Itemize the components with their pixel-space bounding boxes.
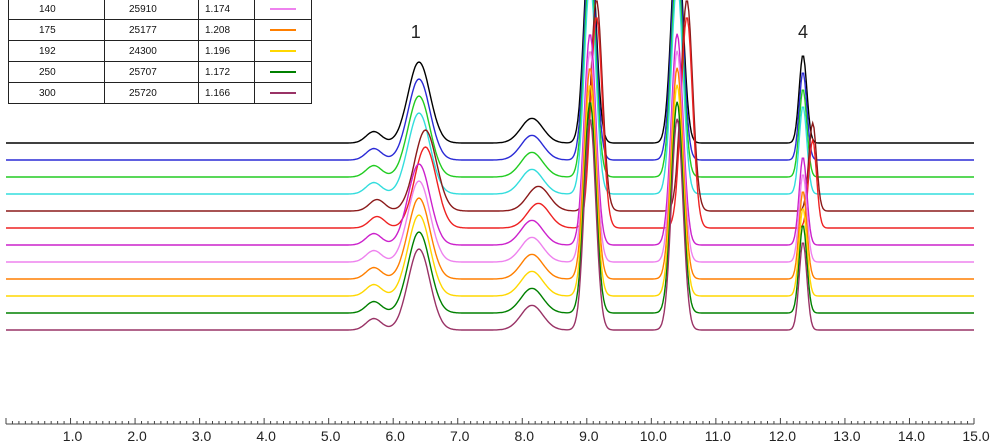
trace-12 xyxy=(6,118,974,331)
x-tick-label: 15.0 xyxy=(962,428,989,443)
legend-cell: 1.172 xyxy=(198,61,255,83)
legend-swatch-cell xyxy=(254,19,312,41)
legend-row: 175 25177 1.208 xyxy=(8,19,312,41)
legend-swatch-cell xyxy=(254,40,312,62)
trace-2 xyxy=(6,0,974,161)
trace-9 xyxy=(6,67,974,280)
x-tick-label: 13.0 xyxy=(833,428,860,443)
legend-swatch xyxy=(270,7,296,10)
x-tick-label: 4.0 xyxy=(256,428,276,443)
legend-row: 192 24300 1.196 xyxy=(8,40,312,62)
x-tick-label: 8.0 xyxy=(515,428,535,443)
x-axis: 1.0 2.0 3.0 4.0 5.0 6.0 7.0 8.0 9.0 10.0 11.0 12.0 1… xyxy=(5,418,990,443)
legend-swatch-cell xyxy=(254,0,312,20)
x-tick-label: 11.0 xyxy=(705,428,731,443)
legend-cell: 1.208 xyxy=(198,19,255,41)
legend-table: 140 25910 1.174 175 25177 1.208 192 24300 1.196 2… xyxy=(8,0,312,104)
legend-swatch-cell xyxy=(254,82,312,104)
legend-row: 140 25910 1.174 xyxy=(8,0,312,20)
trace-4 xyxy=(6,0,974,195)
x-tick-label: 6.0 xyxy=(385,428,405,443)
legend-cell: 175 xyxy=(8,19,105,41)
x-tick-label: 5.0 xyxy=(321,428,341,443)
x-tick-label: 14.0 xyxy=(898,428,925,443)
trace-group xyxy=(6,0,974,331)
legend-row: 300 25720 1.166 xyxy=(8,82,312,104)
legend-row: 250 25707 1.172 xyxy=(8,61,312,83)
legend-cell: 300 xyxy=(8,82,105,104)
legend-swatch xyxy=(270,91,296,94)
trace-7 xyxy=(6,33,974,246)
legend-cell: 25910 xyxy=(104,0,199,20)
legend-swatch xyxy=(270,28,296,31)
x-tick-label: 3.0 xyxy=(192,428,212,443)
legend-swatch xyxy=(270,49,296,52)
legend-swatch xyxy=(270,70,296,73)
legend-cell: 25720 xyxy=(104,82,199,104)
x-tick-label: 2.0 xyxy=(127,428,147,443)
trace-8 xyxy=(6,50,974,263)
legend-cell: 192 xyxy=(8,40,105,62)
trace-10 xyxy=(6,84,974,297)
legend-cell: 1.174 xyxy=(198,0,255,20)
legend-swatch-cell xyxy=(254,61,312,83)
legend-cell: 1.196 xyxy=(198,40,255,62)
x-tick-label: 9.0 xyxy=(579,428,599,443)
x-tick-label: 12.0 xyxy=(769,428,796,443)
trace-3 xyxy=(6,0,974,178)
x-tick-label: 7.0 xyxy=(450,428,470,443)
x-tick-label: 10.0 xyxy=(640,428,667,443)
peak-label: 1 xyxy=(411,22,421,42)
legend-cell: 25707 xyxy=(104,61,199,83)
trace-5 xyxy=(6,0,974,212)
legend-cell: 140 xyxy=(8,0,105,20)
trace-11 xyxy=(6,101,974,314)
legend-cell: 250 xyxy=(8,61,105,83)
trace-6 xyxy=(6,17,974,229)
x-tick-label: 1.0 xyxy=(63,428,83,443)
legend-cell: 1.166 xyxy=(198,82,255,104)
peak-label: 4 xyxy=(798,22,808,42)
legend-cell: 24300 xyxy=(104,40,199,62)
legend-cell: 25177 xyxy=(104,19,199,41)
